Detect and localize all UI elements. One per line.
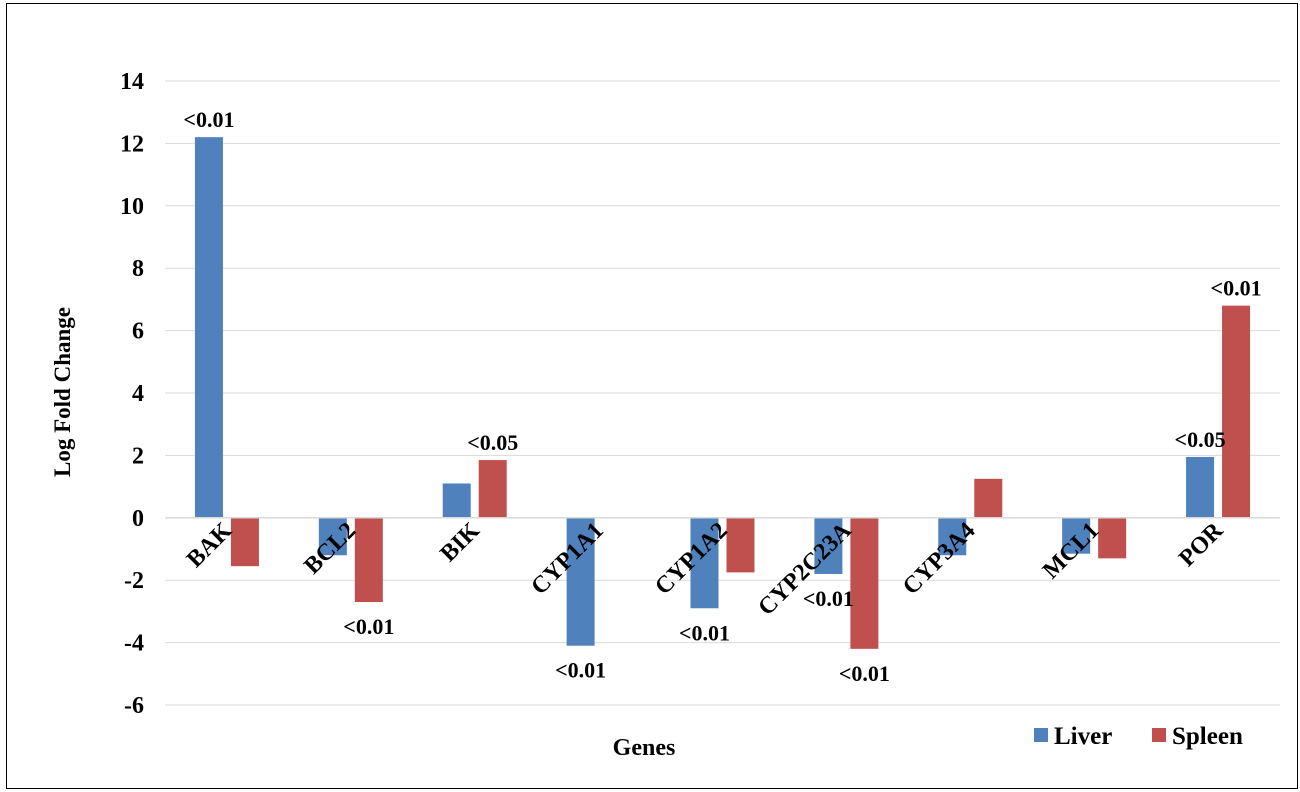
data-label: <0.01: [183, 107, 234, 132]
grid-lines: [165, 80, 1280, 706]
data-label: <0.01: [803, 586, 854, 611]
y-tick-label: 10: [120, 194, 144, 220]
bar-spleen-cyp1a2: [726, 517, 755, 573]
y-tick-labels: -6 -4 -2 0 2 4 6 8 10 12 14: [120, 69, 144, 719]
y-tick-label: 12: [120, 131, 144, 157]
y-tick-label: 6: [132, 319, 144, 345]
x-tick-label: POR: [1174, 517, 1229, 572]
bar-liver-cyp1a1: [566, 517, 595, 646]
y-axis-label: Log Fold Change: [50, 307, 75, 477]
bar-spleen-bcl2: [354, 517, 383, 603]
x-tick-label: BIK: [435, 517, 485, 567]
legend-label-liver: Liver: [1054, 723, 1112, 750]
bar-spleen-cyp3a4: [974, 478, 1003, 518]
data-label: <0.01: [555, 658, 606, 683]
legend-swatch-spleen: [1152, 728, 1166, 742]
legend-label-spleen: Spleen: [1172, 723, 1243, 750]
data-label: <0.05: [467, 430, 518, 455]
y-tick-label: 0: [132, 506, 144, 532]
bar-spleen-mcl1: [1098, 517, 1127, 559]
data-label: <0.01: [679, 620, 730, 645]
bar-liver-bak: [194, 137, 223, 518]
bar-spleen-cyp2c23a: [850, 517, 879, 649]
bar-liver-cyp1a2: [690, 517, 719, 609]
x-tick-label: BAK: [182, 517, 237, 572]
data-label: <0.01: [1211, 276, 1262, 301]
y-tick-label: -4: [124, 631, 144, 657]
bar-liver-bcl2: [318, 517, 347, 556]
bar-liver-bik: [442, 483, 471, 518]
y-tick-label: 14: [120, 69, 144, 95]
legend: Liver Spleen: [1034, 723, 1243, 750]
bar-spleen-bik: [478, 460, 507, 518]
x-axis-label: Genes: [613, 735, 676, 761]
bar-liver-por: [1186, 456, 1215, 518]
bars: [194, 137, 1251, 649]
bar-liver-cyp3a4: [938, 517, 967, 556]
legend-swatch-liver: [1034, 728, 1048, 742]
bar-spleen-bak: [230, 517, 259, 567]
data-label: <0.01: [343, 614, 394, 639]
y-tick-label: 8: [132, 256, 144, 282]
y-tick-label: -6: [124, 693, 144, 719]
bar-liver-mcl1: [1062, 517, 1091, 554]
y-tick-label: -2: [124, 568, 144, 594]
data-label: <0.05: [1175, 427, 1226, 452]
y-tick-label: 2: [132, 443, 144, 469]
data-label: <0.01: [839, 661, 890, 686]
data-labels: <0.01 <0.01 <0.01 <0.01 <0.05 <0.01 <0.05 <0.01…: [183, 107, 1261, 686]
bar-liver-cyp2c23a: [814, 517, 843, 574]
y-tick-label: 4: [132, 381, 144, 407]
bar-spleen-por: [1222, 305, 1251, 518]
